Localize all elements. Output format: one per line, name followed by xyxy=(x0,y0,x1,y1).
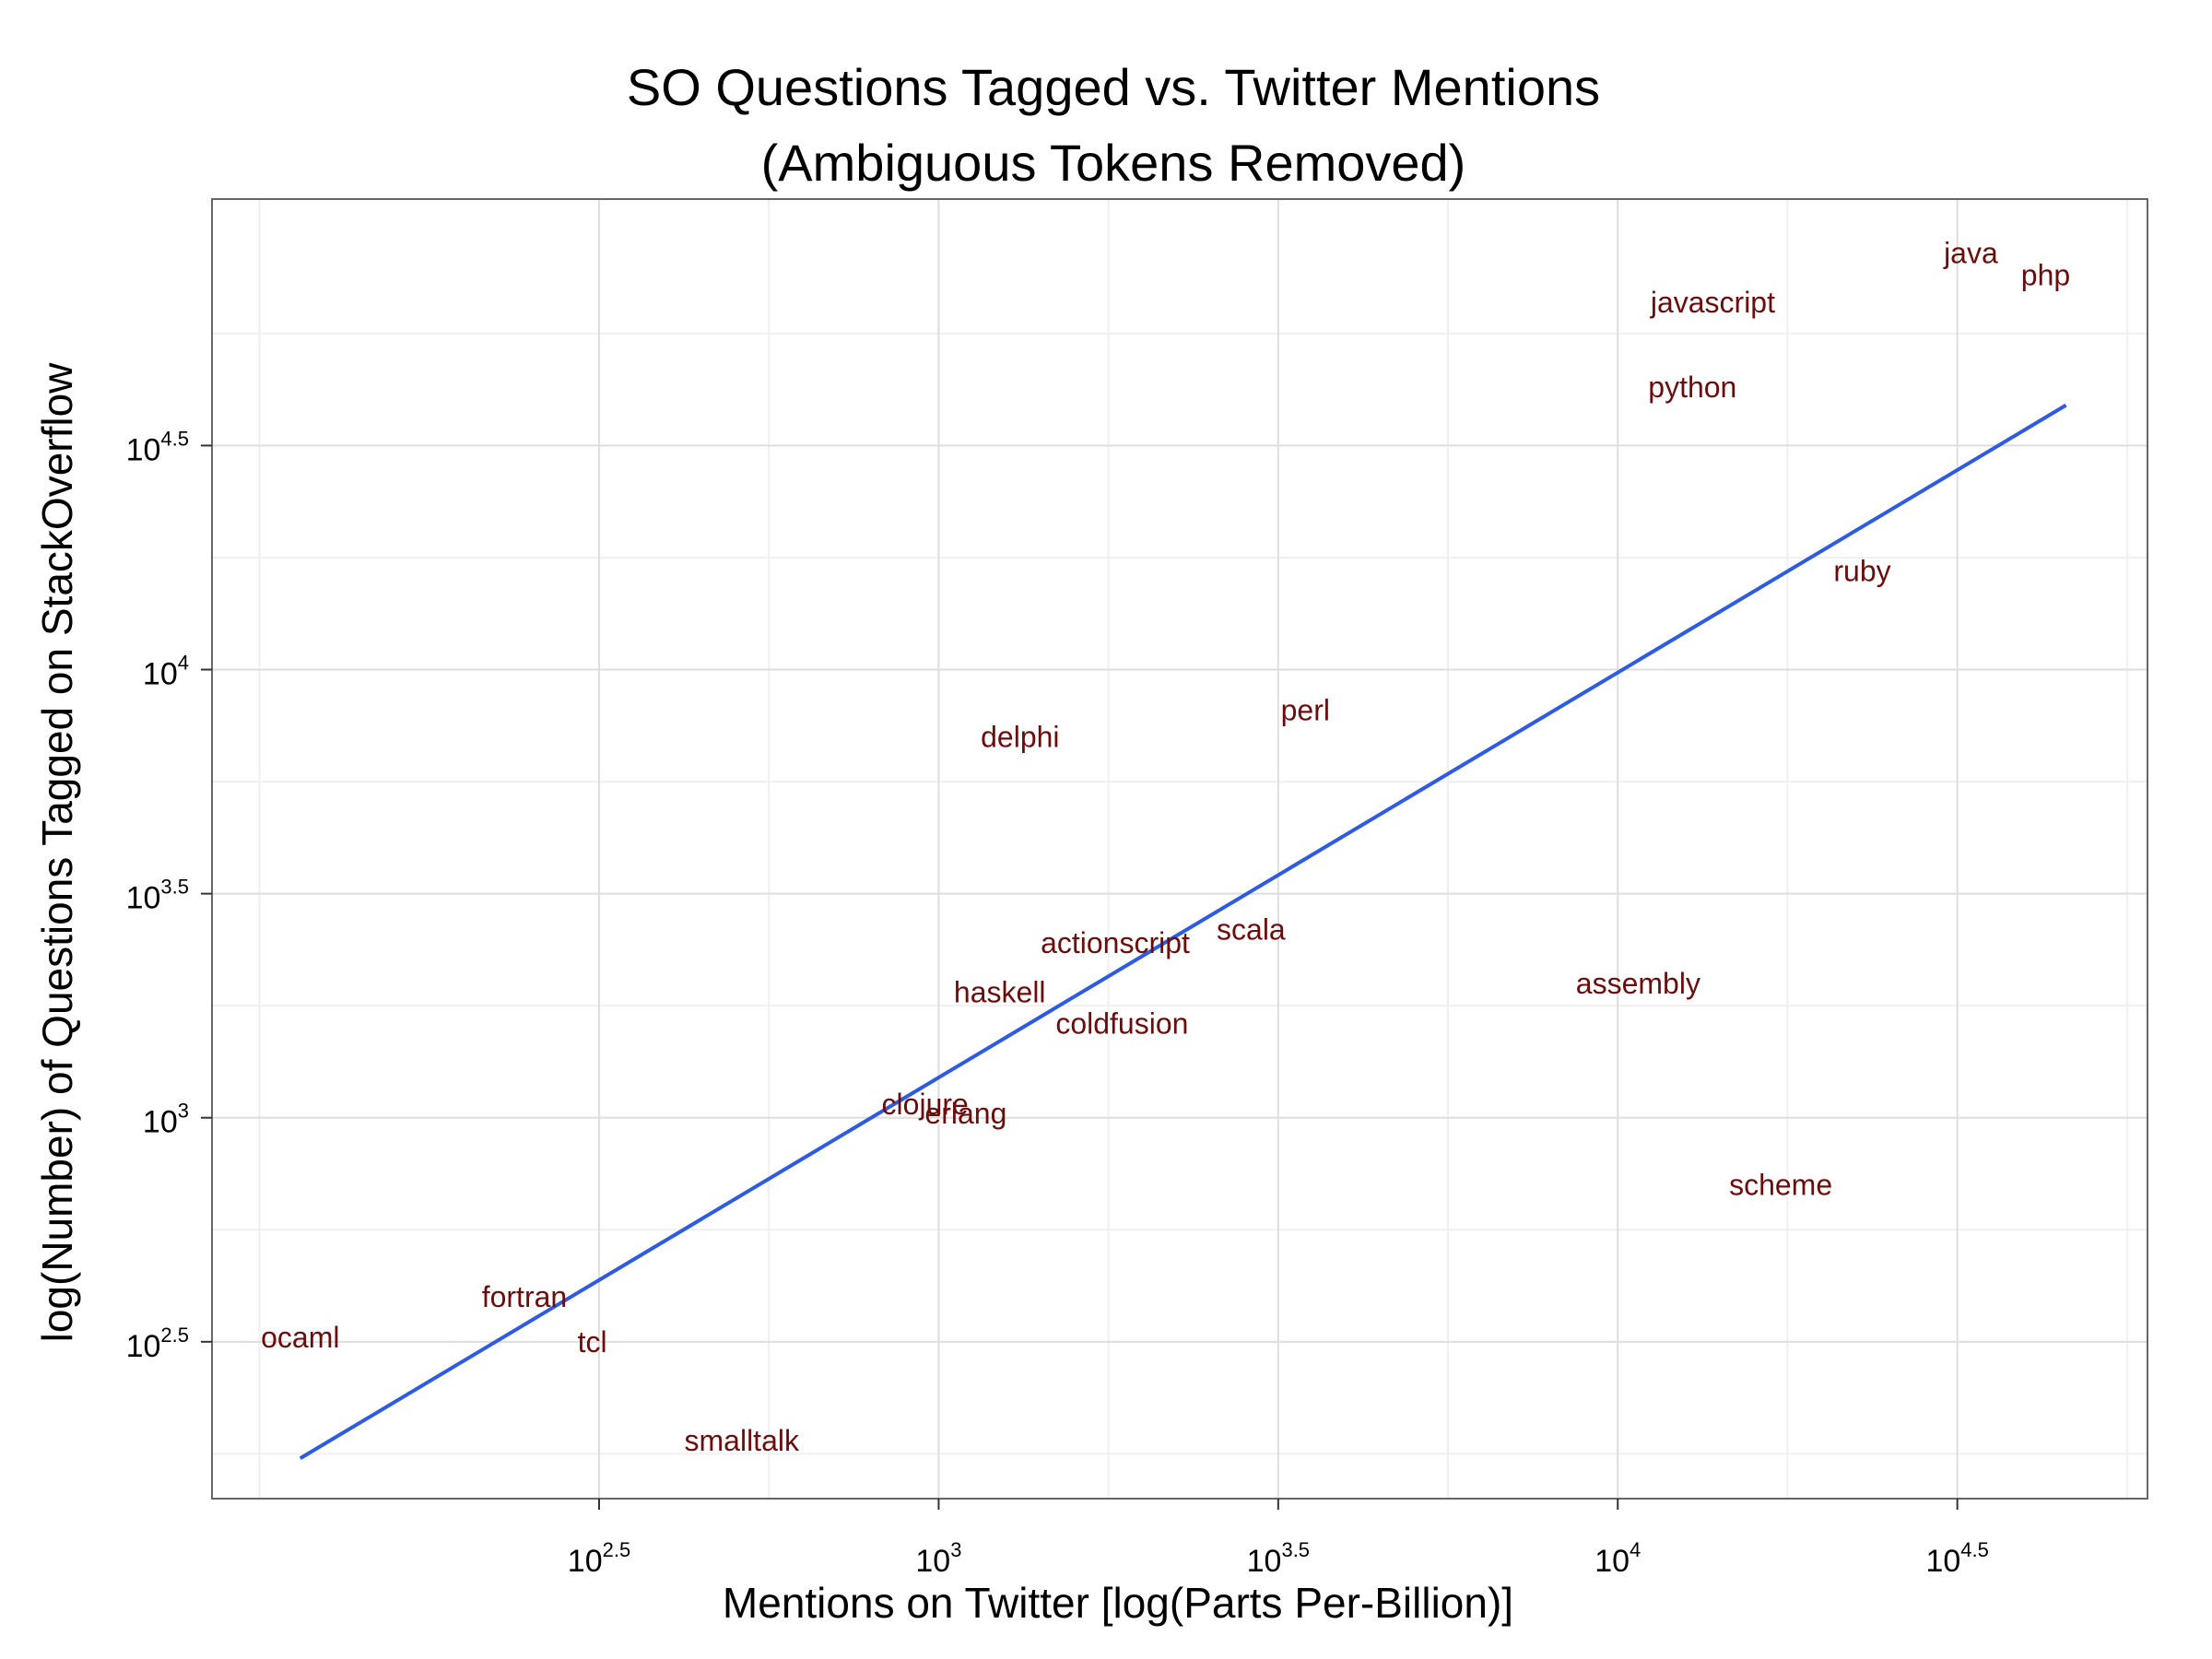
x-axis-title: Mentions on Twitter [log(Parts Per-Billi… xyxy=(723,1579,1513,1627)
point-label-ocaml: ocaml xyxy=(261,1321,339,1354)
y-axis-title: log(Number) of Questions Tagged on Stack… xyxy=(33,362,81,1343)
point-label-erlang: erlang xyxy=(924,1097,1006,1130)
regression-line xyxy=(299,403,2067,1460)
point-label-delphi: delphi xyxy=(981,720,1059,753)
point-label-coldfusion: coldfusion xyxy=(1055,1007,1188,1041)
x-axis-ticks: 102.5 103 103.5 104 104.5 xyxy=(568,1499,1989,1579)
point-label-fortran: fortran xyxy=(482,1280,567,1313)
y-tick-label: 103 xyxy=(143,1100,189,1140)
chart-title: SO Questions Tagged vs. Twitter Mentions xyxy=(627,58,1600,116)
point-label-python: python xyxy=(1648,371,1736,404)
point-label-clojure: clojure xyxy=(882,1088,969,1121)
x-tick-label: 104.5 xyxy=(1925,1538,1988,1579)
point-label-php: php xyxy=(2021,259,2070,292)
point-label-scala: scala xyxy=(1217,913,1286,947)
y-tick-label: 104.5 xyxy=(126,427,189,467)
point-label-java: java xyxy=(1943,236,1998,269)
y-tick-label: 102.5 xyxy=(126,1324,189,1364)
minor-gridlines xyxy=(212,199,2147,1499)
point-label-scheme: scheme xyxy=(1729,1169,1832,1202)
x-tick-label: 103 xyxy=(915,1538,961,1579)
point-label-assembly: assembly xyxy=(1576,967,1700,1000)
y-axis-ticks: 102.5 103 103.5 104 104.5 xyxy=(126,427,212,1364)
y-tick-label: 103.5 xyxy=(126,876,189,916)
point-label-javascript: javascript xyxy=(1650,286,1775,319)
x-tick-label: 103.5 xyxy=(1247,1538,1310,1579)
point-label-actionscript: actionscript xyxy=(1041,926,1190,959)
x-tick-label: 102.5 xyxy=(568,1538,630,1579)
point-label-haskell: haskell xyxy=(954,976,1046,1009)
fit-line-layer xyxy=(299,403,2067,1460)
y-tick-label: 104 xyxy=(143,652,189,692)
chart-subtitle: (Ambiguous Tokens Removed) xyxy=(761,134,1466,192)
point-label-smalltalk: smalltalk xyxy=(685,1424,800,1457)
plot-border xyxy=(211,198,2148,1500)
point-label-perl: perl xyxy=(1281,693,1330,726)
x-tick-label: 104 xyxy=(1594,1538,1641,1579)
point-label-ruby: ruby xyxy=(1833,555,1890,588)
point-label-tcl: tcl xyxy=(578,1325,607,1359)
